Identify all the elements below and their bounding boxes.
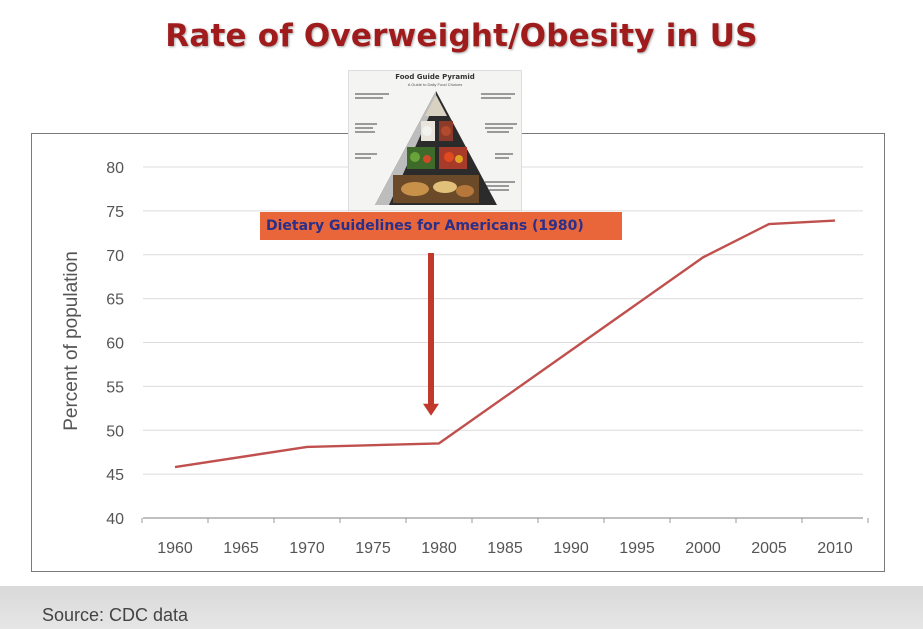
y-axis-label: Percent of population: [61, 251, 82, 431]
x-tick-label: 1995: [619, 540, 655, 557]
x-tick-label: 1990: [553, 540, 589, 557]
x-axis: [141, 517, 869, 523]
y-tick-labels: 40 45 50 55 60 65 70 75 80: [106, 160, 124, 528]
x-tick-label: 1975: [355, 540, 391, 557]
data-series: [174, 219, 836, 469]
slide-title: Rate of Overweight/Obesity in US: [165, 18, 758, 54]
y-tick-label: 55: [106, 379, 124, 396]
y-tick-label: 45: [106, 467, 124, 484]
x-tick-label: 1965: [223, 540, 259, 557]
y-tick-label: 75: [106, 204, 124, 221]
y-tick-label: 50: [106, 423, 124, 440]
y-tick-label: 40: [106, 511, 124, 528]
y-tick-label: 70: [106, 248, 124, 265]
pyramid-subtitle: A Guide to Daily Food Choices: [407, 82, 463, 87]
x-tick-label: 2000: [685, 540, 721, 557]
x-tick-label: 1960: [157, 540, 193, 557]
dietary-guidelines-annotation: Dietary Guidelines for Americans (1980): [260, 212, 622, 240]
annotation-arrow: [423, 253, 439, 416]
y-tick-label: 80: [106, 160, 124, 177]
y-tick-label: 60: [106, 336, 124, 353]
pyramid-title: Food Guide Pyramid: [395, 73, 475, 81]
y-tick-label: 65: [106, 292, 124, 309]
x-tick-labels: 1960 1965 1970 1975 1980 1985 1990 1995 2000 2005…: [157, 540, 853, 557]
arrow-head: [423, 403, 439, 416]
x-tick-label: 1970: [289, 540, 325, 557]
x-tick-label: 1985: [487, 540, 523, 557]
x-tick-label: 1980: [421, 540, 457, 557]
food-guide-pyramid-image: Food Guide Pyramid A Guide to Daily Food…: [348, 70, 522, 211]
footer-band: [0, 586, 923, 629]
pyramid-graphic: [355, 91, 517, 205]
source-note: Source: CDC data: [42, 605, 189, 625]
x-tick-label: 2005: [751, 540, 787, 557]
series-line-0: [174, 219, 836, 469]
x-tick-label: 2010: [817, 540, 853, 557]
